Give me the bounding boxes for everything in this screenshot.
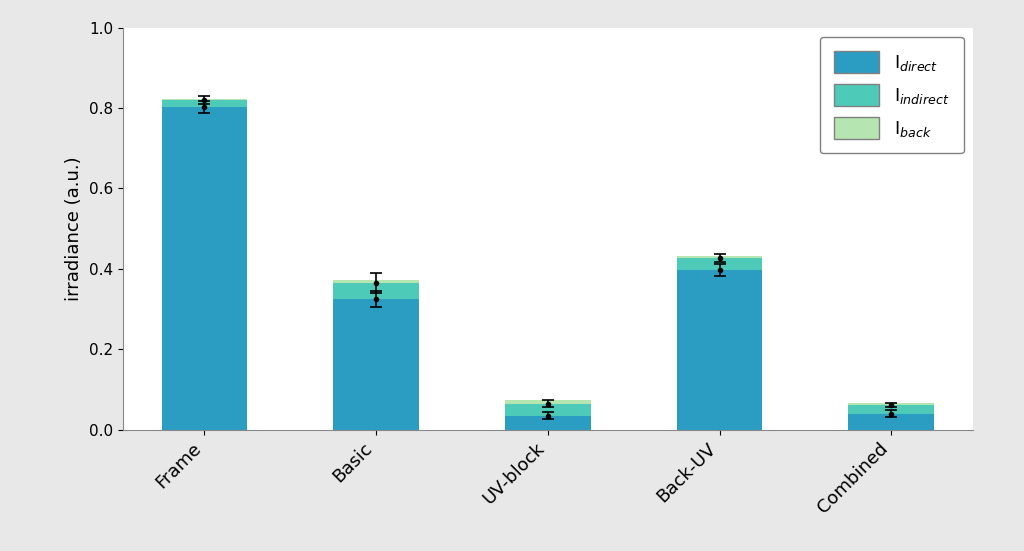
- Bar: [333, 280, 419, 283]
- Bar: [505, 399, 591, 404]
- Bar: [677, 270, 763, 430]
- Y-axis label: irradiance (a.u.): irradiance (a.u.): [66, 156, 83, 301]
- Bar: [162, 107, 248, 430]
- Bar: [677, 258, 763, 270]
- Legend: I$_{direct}$, I$_{indirect}$, I$_{back}$: I$_{direct}$, I$_{indirect}$, I$_{back}$: [819, 36, 964, 153]
- Bar: [333, 299, 419, 430]
- Bar: [333, 283, 419, 299]
- Bar: [677, 256, 763, 258]
- Bar: [848, 403, 934, 405]
- Bar: [848, 414, 934, 430]
- Bar: [505, 415, 591, 430]
- Bar: [848, 405, 934, 414]
- Bar: [505, 404, 591, 415]
- Bar: [162, 99, 248, 100]
- Bar: [162, 100, 248, 107]
